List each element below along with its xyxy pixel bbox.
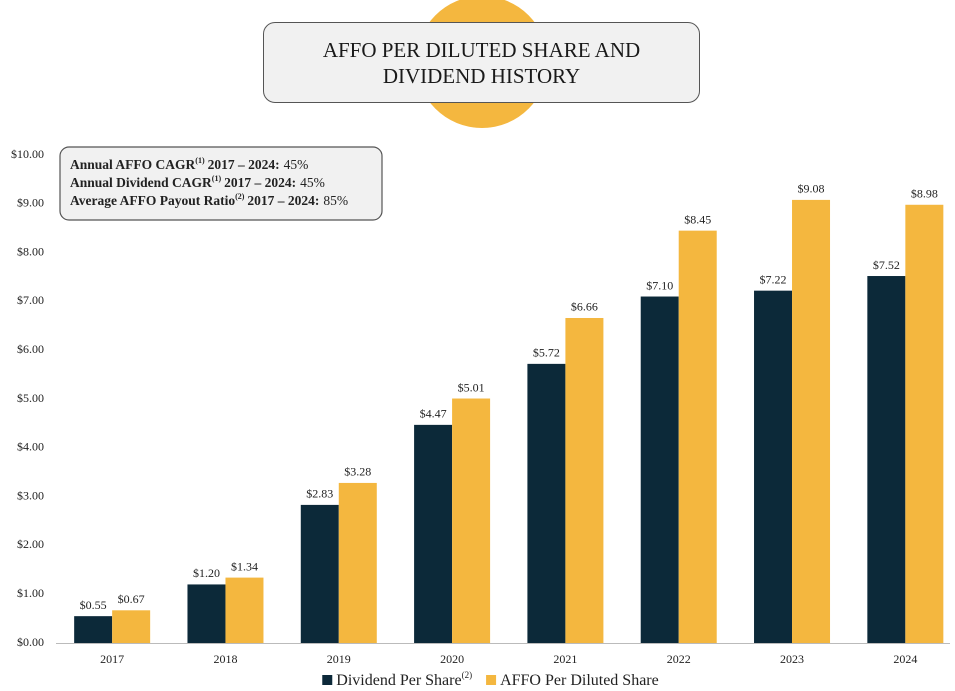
legend-name: AFFO Per Diluted Share bbox=[500, 672, 659, 689]
legend-label: Dividend Per Share(2) bbox=[336, 670, 472, 689]
data-label: $0.67 bbox=[118, 592, 145, 606]
annotation-label: Annual AFFO CAGR bbox=[70, 157, 196, 172]
annotation-value: 85% bbox=[323, 193, 348, 208]
y-tick-label: $4.00 bbox=[17, 440, 44, 454]
bar bbox=[754, 290, 793, 643]
y-tick-label: $6.00 bbox=[17, 342, 44, 356]
bar bbox=[225, 577, 264, 643]
bar bbox=[527, 363, 566, 643]
bar bbox=[792, 199, 831, 643]
annotation-box bbox=[59, 146, 383, 221]
x-tick-label: 2018 bbox=[213, 652, 237, 666]
y-tick-label: $9.00 bbox=[17, 196, 44, 210]
annotation: Annual AFFO CAGR(1) 2017 – 2024: 45% bbox=[70, 156, 308, 172]
legend-name: Dividend Per Share bbox=[336, 672, 461, 689]
data-label: $8.45 bbox=[684, 212, 711, 226]
y-tick-label: $0.00 bbox=[17, 635, 44, 649]
data-label: $1.20 bbox=[193, 566, 220, 580]
y-tick-label: $3.00 bbox=[17, 488, 44, 502]
x-tick-label: 2017 bbox=[100, 652, 124, 666]
bar bbox=[565, 317, 604, 643]
legend-note: (2) bbox=[462, 670, 473, 680]
bar bbox=[187, 584, 226, 643]
y-tick-label: $2.00 bbox=[17, 537, 44, 551]
data-label: $5.72 bbox=[533, 346, 560, 360]
data-label: $7.22 bbox=[760, 272, 787, 286]
data-label: $7.52 bbox=[873, 258, 900, 272]
bar bbox=[74, 616, 113, 643]
y-tick-label: $8.00 bbox=[17, 244, 44, 258]
bar bbox=[678, 230, 717, 643]
data-label: $4.47 bbox=[420, 407, 447, 421]
chart-title: AFFO PER DILUTED SHARE AND DIVIDEND HIST… bbox=[322, 37, 641, 88]
legend-label: AFFO Per Diluted Share bbox=[500, 672, 659, 689]
x-tick-label: 2022 bbox=[667, 652, 691, 666]
legend-swatch bbox=[486, 675, 497, 685]
y-tick-label: $5.00 bbox=[17, 391, 44, 405]
bar bbox=[338, 482, 377, 643]
data-label: $5.01 bbox=[458, 380, 485, 394]
bar bbox=[905, 204, 944, 643]
annotation-period: 2017 – 2024: bbox=[208, 157, 280, 172]
annotation-value: 45% bbox=[300, 175, 325, 190]
data-label: $0.55 bbox=[80, 598, 107, 612]
data-label: $7.10 bbox=[646, 278, 673, 292]
annotation-period: 2017 – 2024: bbox=[247, 193, 319, 208]
x-tick-label: 2021 bbox=[553, 652, 577, 666]
annotation-note: (2) bbox=[235, 192, 245, 201]
data-label: $6.66 bbox=[571, 300, 598, 314]
y-tick-label: $10.00 bbox=[11, 147, 44, 161]
data-label: $1.34 bbox=[231, 559, 258, 573]
annotation-note: (1) bbox=[195, 156, 205, 165]
y-tick-label: $1.00 bbox=[17, 586, 44, 600]
annotation-label: Average AFFO Payout Ratio bbox=[70, 193, 235, 208]
bar bbox=[640, 296, 679, 643]
data-label: $3.28 bbox=[344, 465, 371, 479]
x-tick-label: 2019 bbox=[327, 652, 351, 666]
annotation-note: (1) bbox=[212, 174, 222, 183]
x-tick-label: 2023 bbox=[780, 652, 804, 666]
annotation-value: 45% bbox=[284, 157, 309, 172]
annotation: Average AFFO Payout Ratio(2) 2017 – 2024:… bbox=[70, 192, 348, 208]
bar bbox=[414, 424, 453, 643]
data-label: $2.83 bbox=[306, 487, 333, 501]
bar bbox=[300, 504, 339, 643]
bar bbox=[452, 398, 491, 643]
x-tick-label: 2024 bbox=[893, 652, 917, 666]
data-label: $8.98 bbox=[911, 187, 938, 201]
bar bbox=[867, 276, 906, 643]
legend-swatch bbox=[322, 675, 333, 685]
y-tick-label: $7.00 bbox=[17, 293, 44, 307]
x-tick-label: 2020 bbox=[440, 652, 464, 666]
annotation-label: Annual Dividend CAGR bbox=[70, 175, 212, 190]
annotation-period: 2017 – 2024: bbox=[224, 175, 296, 190]
annotation: Annual Dividend CAGR(1) 2017 – 2024: 45% bbox=[70, 174, 325, 190]
title-box: AFFO PER DILUTED SHARE AND DIVIDEND HIST… bbox=[263, 22, 700, 103]
bar bbox=[112, 610, 151, 643]
data-label: $9.08 bbox=[798, 182, 825, 196]
